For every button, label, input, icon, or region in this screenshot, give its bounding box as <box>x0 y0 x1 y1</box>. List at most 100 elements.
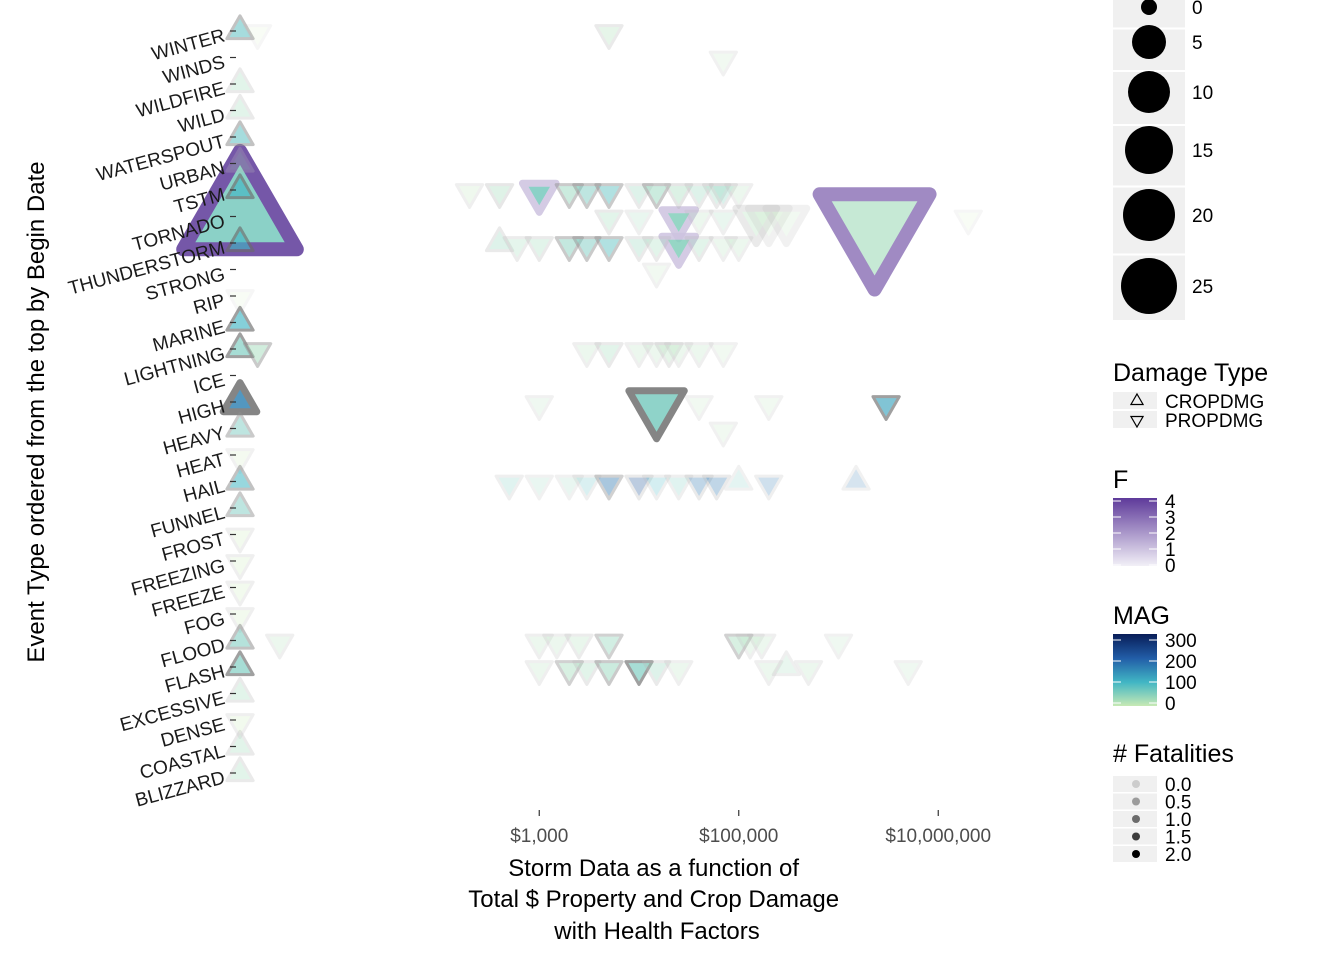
data-point <box>554 474 584 501</box>
y-tick-label: ICE <box>191 370 227 398</box>
legend-size-label: 20 <box>1192 206 1213 227</box>
data-point <box>684 474 714 501</box>
data-point <box>572 183 602 209</box>
legend-damage-key-bg <box>1113 411 1157 428</box>
x-axis-title-line-1: Storm Data as a function of <box>508 855 799 882</box>
data-point <box>793 660 824 686</box>
data-point <box>225 332 255 359</box>
data-point <box>708 183 738 209</box>
data-point <box>454 183 485 209</box>
data-point <box>658 232 699 269</box>
legend-fatalities-dot <box>1132 780 1140 788</box>
data-point <box>225 411 255 438</box>
data-point <box>732 204 781 248</box>
data-point <box>708 421 738 448</box>
legend-size-circle <box>1128 71 1170 113</box>
data-point <box>754 660 784 686</box>
x-axis-title-line-2: Total $ Property and Crop Damage <box>468 886 839 913</box>
data-point <box>225 729 255 756</box>
data-point <box>225 676 255 703</box>
legend-fatalities: # Fatalities 0.00.51.01.52.0 <box>1113 740 1234 866</box>
legend-fatalities-dot <box>1132 832 1140 841</box>
legend-f-label: 0 <box>1165 556 1176 577</box>
data-point <box>664 474 694 501</box>
data-point <box>641 342 672 368</box>
data-point <box>242 24 273 50</box>
legend-damage-type-title: Damage Type <box>1113 359 1268 387</box>
data-point <box>625 387 688 443</box>
data-point <box>572 342 602 368</box>
data-point <box>225 464 255 491</box>
legend-fatalities-key-bg <box>1113 793 1157 810</box>
data-point <box>641 236 672 262</box>
data-point <box>225 623 255 650</box>
legend-size-label: 0 <box>1192 0 1203 19</box>
data-point <box>594 236 624 262</box>
data-point <box>953 209 983 236</box>
legend-fatalities-dot <box>1132 815 1140 823</box>
legend-fatalities-key-bg <box>1113 776 1157 792</box>
data-point <box>225 756 255 783</box>
data-point <box>242 342 273 368</box>
data-point <box>744 204 793 248</box>
data-point <box>624 209 654 236</box>
data-point <box>225 146 255 173</box>
data-point <box>524 236 554 262</box>
legend-damage-label: PROPDMG <box>1165 411 1263 432</box>
legend-size: 0 5 10 15 20 25 <box>1113 0 1213 320</box>
triangle-down-icon <box>1129 415 1145 429</box>
data-point <box>225 120 255 147</box>
legend-mag-label: 300 <box>1165 631 1197 652</box>
data-point <box>624 236 654 262</box>
legend-size-circle <box>1121 258 1177 314</box>
data-point <box>554 183 584 209</box>
data-point <box>572 660 602 686</box>
data-point <box>594 660 624 686</box>
x-axis-title-line-3: with Health Factors <box>553 918 759 945</box>
data-point <box>708 342 738 368</box>
data-point <box>524 633 554 660</box>
data-point <box>724 183 754 209</box>
y-tick-label: RIP <box>191 291 227 319</box>
data-point <box>841 464 871 491</box>
data-point <box>735 633 765 660</box>
legend-fatalities-label: 1.0 <box>1165 810 1191 831</box>
legend-f-label: 1 <box>1165 540 1176 561</box>
data-point <box>641 262 672 289</box>
legend-size-circle <box>1132 25 1166 59</box>
data-point <box>684 395 714 421</box>
data-point <box>518 179 560 216</box>
data-point <box>594 209 624 236</box>
legend-size-label: 15 <box>1192 141 1213 162</box>
data-point <box>754 474 784 501</box>
data-point <box>641 660 672 686</box>
legend-damage-label: CROPDMG <box>1165 392 1264 413</box>
data-point <box>484 226 515 253</box>
data-point <box>684 236 714 262</box>
data-point <box>624 474 654 501</box>
legend-f-colorbar <box>1113 498 1157 566</box>
data-point <box>225 580 255 607</box>
y-axis-title: Event Type ordered from the top by Begin… <box>23 161 50 662</box>
legend-mag-title: MAG <box>1113 602 1170 630</box>
data-point <box>225 491 255 518</box>
data-point <box>572 236 602 262</box>
data-point <box>624 660 654 686</box>
legend-f-title: F <box>1113 466 1128 494</box>
legend-size-label: 25 <box>1192 277 1213 298</box>
data-point <box>664 183 694 209</box>
legend-mag-colorbar <box>1113 634 1157 706</box>
data-point <box>542 633 572 660</box>
data-point <box>658 206 699 243</box>
data-point <box>225 650 255 677</box>
legend-fatalities-label: 0.5 <box>1165 793 1191 814</box>
legend-fatalities-dot <box>1132 797 1140 806</box>
data-point <box>225 93 255 120</box>
data-point <box>664 660 694 686</box>
data-point <box>701 183 732 209</box>
data-point <box>225 226 255 253</box>
